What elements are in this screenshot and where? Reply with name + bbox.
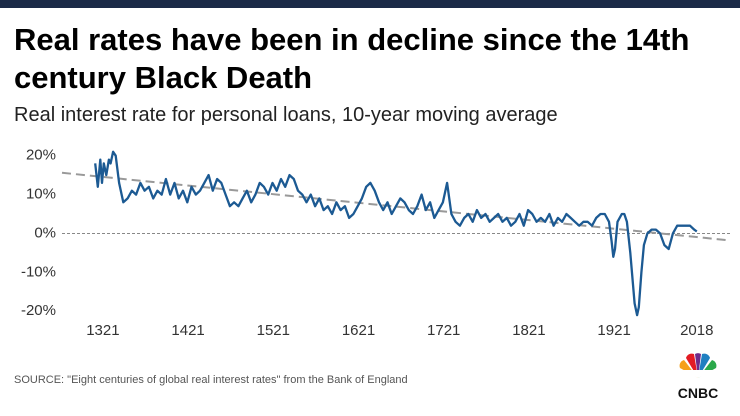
x-tick-label: 1721 — [427, 322, 460, 339]
logo-text: CNBC — [678, 385, 718, 401]
y-tick-label: 0% — [34, 224, 56, 241]
y-tick-label: 10% — [26, 186, 56, 203]
source: SOURCE: "Eight centuries of global real … — [14, 374, 408, 386]
chart-title: century Black Death — [14, 60, 312, 95]
x-tick-label: 1921 — [597, 322, 630, 339]
data-line — [94, 150, 698, 317]
x-tick-label: 2018 — [680, 322, 713, 339]
x-tick-label: 1621 — [342, 322, 375, 339]
chart-subtitle: Real interest rate for personal loans, 1… — [14, 104, 558, 126]
x-tick-label: 1321 — [86, 322, 119, 339]
chart-title: Real rates have been in decline since th… — [14, 22, 689, 57]
top-bar — [0, 0, 740, 8]
logo-mark — [679, 353, 717, 378]
y-tick-label: -10% — [21, 263, 56, 280]
x-tick-label: 1421 — [171, 322, 204, 339]
y-tick-label: -20% — [21, 302, 56, 319]
y-tick-label: 20% — [26, 147, 56, 164]
x-tick-label: 1821 — [512, 322, 545, 339]
x-tick-label: 1521 — [257, 322, 290, 339]
